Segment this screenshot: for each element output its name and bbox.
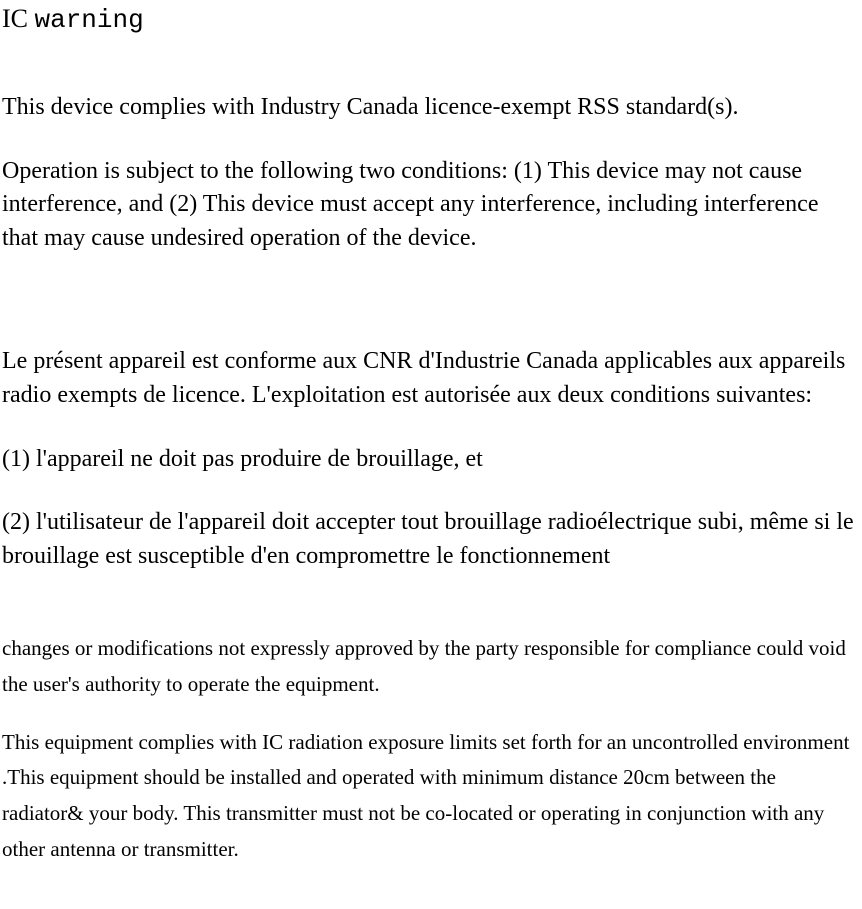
document-title: IC warning [2,4,860,35]
section-gap-small [2,603,860,631]
paragraph-condition1-fr: (1) l'appareil ne doit pas produire de b… [2,443,860,477]
paragraph-radiation-exposure: This equipment complies with IC radiatio… [2,725,860,868]
paragraph-compliance-fr: Le présent appareil est conforme aux CNR… [2,345,860,412]
paragraph-condition2-fr: (2) l'utilisateur de l'appareil doit acc… [2,506,860,573]
paragraph-conditions-en: Operation is subject to the following tw… [2,155,860,256]
title-ic: IC [2,4,28,33]
title-warning: warning [35,5,144,35]
paragraph-compliance-en: This device complies with Industry Canad… [2,91,860,125]
section-gap [2,285,860,345]
paragraph-modifications: changes or modifications not expressly a… [2,631,860,702]
